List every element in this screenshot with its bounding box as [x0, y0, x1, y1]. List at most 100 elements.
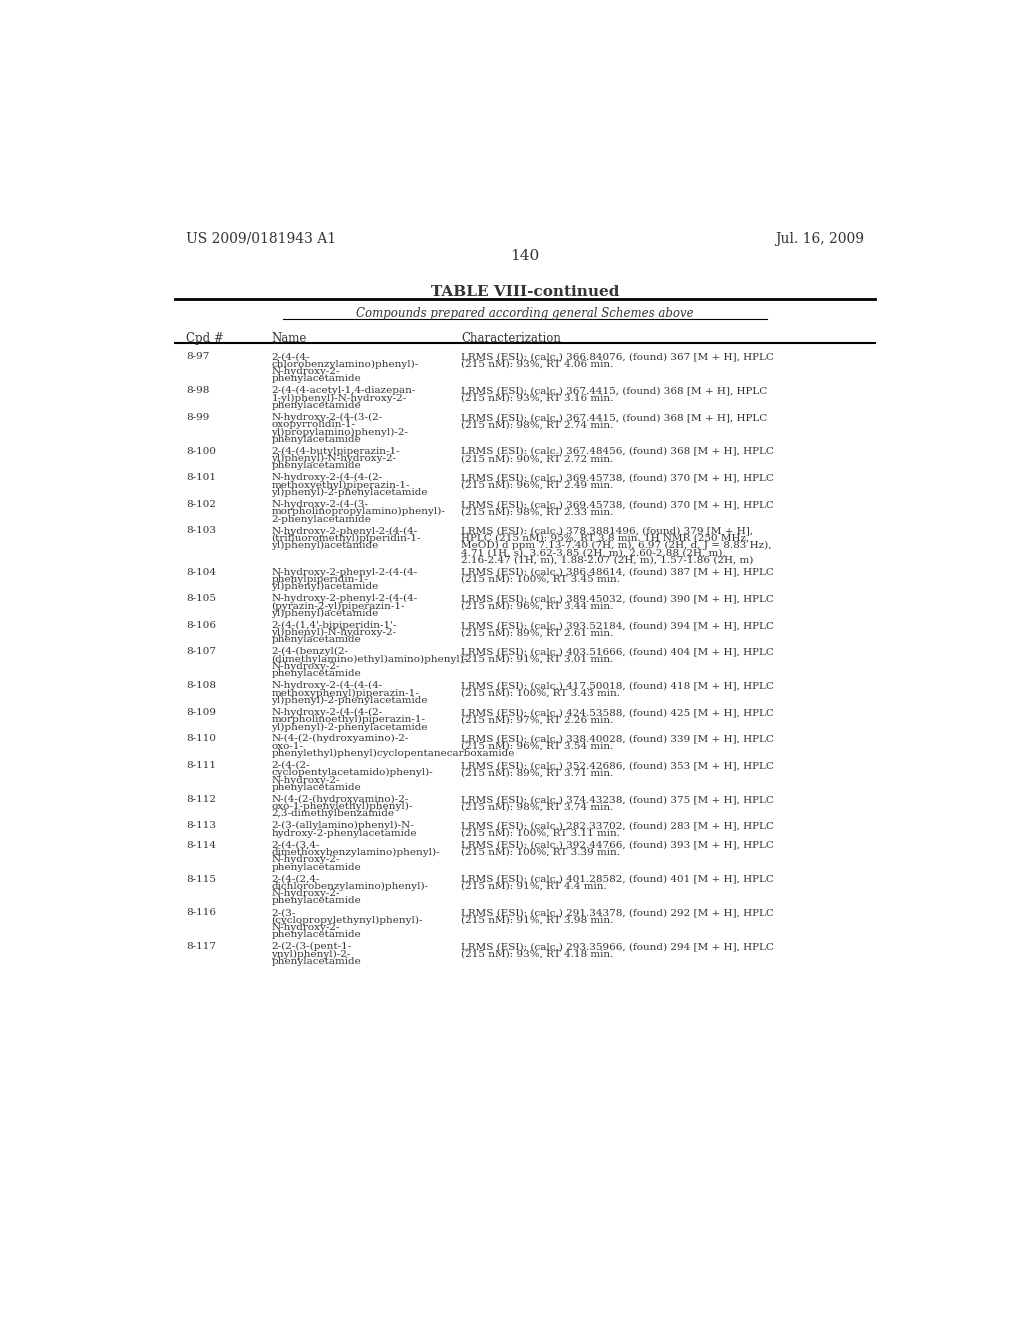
Text: oxo-1-phenylethyl)phenyl)-: oxo-1-phenylethyl)phenyl)-	[271, 803, 413, 812]
Text: yl)phenyl)-N-hydroxy-2-: yl)phenyl)-N-hydroxy-2-	[271, 454, 396, 463]
Text: N-hydroxy-2-(4-(3-(2-: N-hydroxy-2-(4-(3-(2-	[271, 413, 383, 422]
Text: (215 nM): 100%, RT 3.11 min.: (215 nM): 100%, RT 3.11 min.	[461, 829, 621, 838]
Text: 8-110: 8-110	[186, 734, 216, 743]
Text: methoxyphenyl)piperazin-1-: methoxyphenyl)piperazin-1-	[271, 689, 419, 698]
Text: phenylacetamide: phenylacetamide	[271, 783, 361, 792]
Text: LRMS (ESI): (calc.) 403.51666, (found) 404 [M + H], HPLC: LRMS (ESI): (calc.) 403.51666, (found) 4…	[461, 647, 774, 656]
Text: (215 nM): 98%, RT 3.74 min.: (215 nM): 98%, RT 3.74 min.	[461, 803, 613, 810]
Text: LRMS (ESI): (calc.) 367.48456, (found) 368 [M + H], HPLC: LRMS (ESI): (calc.) 367.48456, (found) 3…	[461, 446, 774, 455]
Text: N-hydroxy-2-phenyl-2-(4-(4-: N-hydroxy-2-phenyl-2-(4-(4-	[271, 594, 418, 603]
Text: LRMS (ESI): (calc.) 338.40028, (found) 339 [M + H], HPLC: LRMS (ESI): (calc.) 338.40028, (found) 3…	[461, 734, 774, 743]
Text: 8-111: 8-111	[186, 760, 216, 770]
Text: (215 nM): 100%, RT 3.45 min.: (215 nM): 100%, RT 3.45 min.	[461, 576, 621, 583]
Text: N-hydroxy-2-phenyl-2-(4-(4-: N-hydroxy-2-phenyl-2-(4-(4-	[271, 527, 418, 536]
Text: 8-108: 8-108	[186, 681, 216, 690]
Text: (215 nM): 93%, RT 3.16 min.: (215 nM): 93%, RT 3.16 min.	[461, 393, 613, 403]
Text: LRMS (ESI): (calc.) 417.50018, (found) 418 [M + H], HPLC: LRMS (ESI): (calc.) 417.50018, (found) 4…	[461, 681, 774, 690]
Text: 8-104: 8-104	[186, 568, 216, 577]
Text: 8-100: 8-100	[186, 446, 216, 455]
Text: Compounds prepared according general Schemes above: Compounds prepared according general Sch…	[356, 308, 693, 319]
Text: phenylacetamide: phenylacetamide	[271, 669, 361, 678]
Text: (215 nM): 91%, RT 4.4 min.: (215 nM): 91%, RT 4.4 min.	[461, 882, 607, 891]
Text: TABLE VIII-continued: TABLE VIII-continued	[431, 285, 618, 300]
Text: (215 nM): 98%, RT 2.74 min.: (215 nM): 98%, RT 2.74 min.	[461, 420, 613, 429]
Text: yl)phenyl)acetamide: yl)phenyl)acetamide	[271, 541, 379, 550]
Text: LRMS (ESI): (calc.) 392.44766, (found) 393 [M + H], HPLC: LRMS (ESI): (calc.) 392.44766, (found) 3…	[461, 841, 774, 850]
Text: 2-(4-(4-butylpiperazin-1-: 2-(4-(4-butylpiperazin-1-	[271, 446, 400, 455]
Text: yl)phenyl)-2-phenylacetamide: yl)phenyl)-2-phenylacetamide	[271, 696, 428, 705]
Text: Jul. 16, 2009: Jul. 16, 2009	[775, 231, 864, 246]
Text: phenylacetamide: phenylacetamide	[271, 957, 361, 966]
Text: (215 nM): 89%, RT 3.71 min.: (215 nM): 89%, RT 3.71 min.	[461, 768, 613, 777]
Text: morpholinoethyl)piperazin-1-: morpholinoethyl)piperazin-1-	[271, 715, 425, 725]
Text: phenylacetamide: phenylacetamide	[271, 462, 361, 470]
Text: chlorobenzylamino)phenyl)-: chlorobenzylamino)phenyl)-	[271, 360, 419, 368]
Text: LRMS (ESI): (calc.) 291.34378, (found) 292 [M + H], HPLC: LRMS (ESI): (calc.) 291.34378, (found) 2…	[461, 908, 774, 917]
Text: 8-112: 8-112	[186, 795, 216, 804]
Text: 1-yl)phenyl)-N-hydroxy-2-: 1-yl)phenyl)-N-hydroxy-2-	[271, 393, 407, 403]
Text: LRMS (ESI): (calc.) 369.45738, (found) 370 [M + H], HPLC: LRMS (ESI): (calc.) 369.45738, (found) 3…	[461, 500, 774, 510]
Text: hydroxy-2-phenylacetamide: hydroxy-2-phenylacetamide	[271, 829, 417, 838]
Text: 8-105: 8-105	[186, 594, 216, 603]
Text: phenylacetamide: phenylacetamide	[271, 401, 361, 411]
Text: (215 nM): 100%, RT 3.39 min.: (215 nM): 100%, RT 3.39 min.	[461, 847, 621, 857]
Text: 8-107: 8-107	[186, 647, 216, 656]
Text: ynyl)phenyl)-2-: ynyl)phenyl)-2-	[271, 949, 351, 958]
Text: 2-(4-(benzyl(2-: 2-(4-(benzyl(2-	[271, 647, 348, 656]
Text: 8-101: 8-101	[186, 474, 216, 482]
Text: LRMS (ESI): (calc.) 293.35966, (found) 294 [M + H], HPLC: LRMS (ESI): (calc.) 293.35966, (found) 2…	[461, 942, 774, 952]
Text: (cyclopropylethynyl)phenyl)-: (cyclopropylethynyl)phenyl)-	[271, 916, 423, 925]
Text: yl)phenyl)acetamide: yl)phenyl)acetamide	[271, 609, 379, 618]
Text: (215 nM): 93%, RT 4.18 min.: (215 nM): 93%, RT 4.18 min.	[461, 949, 613, 958]
Text: (trifluoromethyl)piperidin-1-: (trifluoromethyl)piperidin-1-	[271, 533, 421, 543]
Text: 8-117: 8-117	[186, 942, 216, 952]
Text: 8-97: 8-97	[186, 352, 210, 362]
Text: 2-(4-(2-: 2-(4-(2-	[271, 760, 310, 770]
Text: N-hydroxy-2-(4-(4-(2-: N-hydroxy-2-(4-(4-(2-	[271, 708, 383, 717]
Text: dichlorobenzylamino)phenyl)-: dichlorobenzylamino)phenyl)-	[271, 882, 428, 891]
Text: 8-116: 8-116	[186, 908, 216, 917]
Text: N-hydroxy-2-: N-hydroxy-2-	[271, 367, 340, 376]
Text: LRMS (ESI): (calc.) 401.28582, (found) 401 [M + H], HPLC: LRMS (ESI): (calc.) 401.28582, (found) 4…	[461, 875, 774, 883]
Text: 4.71 (1H, s), 3.62-3.85 (2H, m), 2.60-2.88 (2H, m),: 4.71 (1H, s), 3.62-3.85 (2H, m), 2.60-2.…	[461, 548, 726, 557]
Text: (215 nM): 100%, RT 3.43 min.: (215 nM): 100%, RT 3.43 min.	[461, 689, 621, 697]
Text: 2.16-2.47 (1H, m), 1.88-2.07 (2H, m), 1.57-1.86 (2H, m): 2.16-2.47 (1H, m), 1.88-2.07 (2H, m), 1.…	[461, 556, 754, 565]
Text: phenylethyl)phenyl)cyclopentanecarboxamide: phenylethyl)phenyl)cyclopentanecarboxami…	[271, 748, 515, 758]
Text: 8-113: 8-113	[186, 821, 216, 830]
Text: Name: Name	[271, 331, 307, 345]
Text: N-hydroxy-2-(4-(4-(4-: N-hydroxy-2-(4-(4-(4-	[271, 681, 383, 690]
Text: phenylacetamide: phenylacetamide	[271, 635, 361, 644]
Text: yl)propylamino)phenyl)-2-: yl)propylamino)phenyl)-2-	[271, 428, 409, 437]
Text: HPLC (215 nM): 95%, RT 3.8 min. 1H NMR (250 MHz,: HPLC (215 nM): 95%, RT 3.8 min. 1H NMR (…	[461, 533, 750, 543]
Text: MeOD) d ppm 7.13-7.40 (7H, m), 6.97 (2H, d, J = 8.83 Hz),: MeOD) d ppm 7.13-7.40 (7H, m), 6.97 (2H,…	[461, 541, 772, 550]
Text: oxo-1-: oxo-1-	[271, 742, 303, 751]
Text: US 2009/0181943 A1: US 2009/0181943 A1	[186, 231, 336, 246]
Text: LRMS (ESI): (calc.) 367.4415, (found) 368 [M + H], HPLC: LRMS (ESI): (calc.) 367.4415, (found) 36…	[461, 387, 768, 395]
Text: phenylacetamide: phenylacetamide	[271, 862, 361, 871]
Text: (pyrazin-2-yl)piperazin-1-: (pyrazin-2-yl)piperazin-1-	[271, 602, 404, 611]
Text: 2-phenylacetamide: 2-phenylacetamide	[271, 515, 372, 524]
Text: N-hydroxy-2-: N-hydroxy-2-	[271, 776, 340, 784]
Text: 2,3-dimethylbenzamide: 2,3-dimethylbenzamide	[271, 809, 394, 818]
Text: (215 nM): 98%, RT 2.33 min.: (215 nM): 98%, RT 2.33 min.	[461, 507, 613, 516]
Text: phenylacetamide: phenylacetamide	[271, 375, 361, 383]
Text: yl)phenyl)-2-phenylacetamide: yl)phenyl)-2-phenylacetamide	[271, 488, 428, 498]
Text: yl)phenyl)-2-phenylacetamide: yl)phenyl)-2-phenylacetamide	[271, 722, 428, 731]
Text: (215 nM): 90%, RT 2.72 min.: (215 nM): 90%, RT 2.72 min.	[461, 454, 613, 463]
Text: 8-102: 8-102	[186, 500, 216, 510]
Text: 2-(4-(4-acetyl-1,4-diazepan-: 2-(4-(4-acetyl-1,4-diazepan-	[271, 387, 416, 396]
Text: LRMS (ESI): (calc.) 374.43238, (found) 375 [M + H], HPLC: LRMS (ESI): (calc.) 374.43238, (found) 3…	[461, 795, 774, 804]
Text: (215 nM): 91%, RT 3.01 min.: (215 nM): 91%, RT 3.01 min.	[461, 655, 613, 664]
Text: phenylacetamide: phenylacetamide	[271, 434, 361, 444]
Text: (215 nM): 97%, RT 2.26 min.: (215 nM): 97%, RT 2.26 min.	[461, 715, 613, 725]
Text: (215 nM): 96%, RT 3.44 min.: (215 nM): 96%, RT 3.44 min.	[461, 602, 613, 611]
Text: (215 nM): 91%, RT 3.98 min.: (215 nM): 91%, RT 3.98 min.	[461, 916, 613, 925]
Text: N-hydroxy-2-: N-hydroxy-2-	[271, 663, 340, 671]
Text: LRMS (ESI): (calc.) 369.45738, (found) 370 [M + H], HPLC: LRMS (ESI): (calc.) 369.45738, (found) 3…	[461, 474, 774, 482]
Text: LRMS (ESI): (calc.) 386.48614, (found) 387 [M + H], HPLC: LRMS (ESI): (calc.) 386.48614, (found) 3…	[461, 568, 774, 577]
Text: 2-(3-: 2-(3-	[271, 908, 296, 917]
Text: LRMS (ESI): (calc.) 378.3881496, (found) 379 [M + H],: LRMS (ESI): (calc.) 378.3881496, (found)…	[461, 527, 754, 536]
Text: LRMS (ESI): (calc.) 367.4415, (found) 368 [M + H], HPLC: LRMS (ESI): (calc.) 367.4415, (found) 36…	[461, 413, 768, 422]
Text: 2-(4-(3,4-: 2-(4-(3,4-	[271, 841, 319, 850]
Text: 8-99: 8-99	[186, 413, 210, 422]
